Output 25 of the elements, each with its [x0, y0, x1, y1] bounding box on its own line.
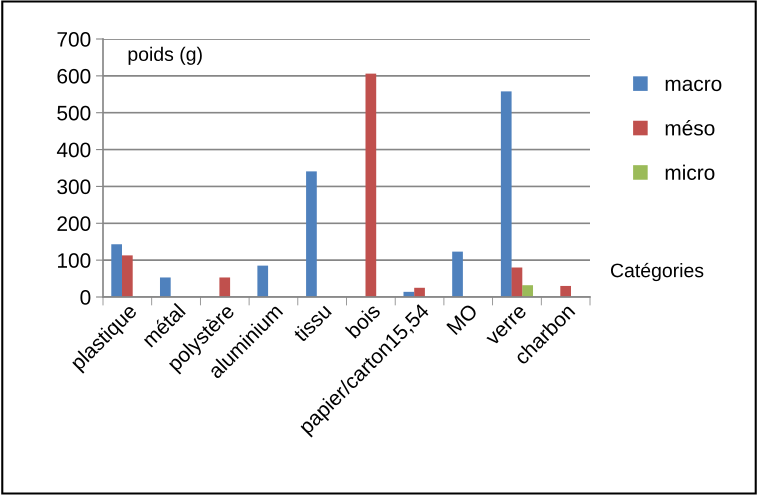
y-tick-label: 500	[57, 106, 90, 120]
y-tick-label: 400	[56, 142, 90, 158]
y-tick-label: 100	[58, 253, 90, 268]
x-tick-label: MO	[446, 302, 478, 336]
bar	[160, 277, 171, 297]
legend-label: méso	[666, 120, 714, 136]
y-axis-title: poids (g)	[128, 46, 202, 65]
bar	[257, 266, 268, 297]
bar	[111, 244, 122, 297]
y-tick-label: 700	[58, 32, 90, 47]
y-tick-label: 200	[57, 216, 90, 232]
bar	[219, 277, 230, 297]
bar	[512, 268, 522, 297]
legend-label: micro	[666, 164, 714, 180]
x-axis-title: Catégories	[610, 262, 704, 282]
bar	[522, 285, 534, 297]
bar	[365, 74, 376, 297]
y-tick-label: 0	[80, 290, 90, 305]
bar	[500, 91, 512, 297]
y-tick-label: 300	[57, 179, 90, 194]
bar	[122, 255, 133, 297]
legend-label: macro	[666, 80, 722, 92]
bar	[306, 171, 317, 297]
y-tick-label: 600	[57, 68, 90, 84]
bar	[452, 252, 463, 297]
